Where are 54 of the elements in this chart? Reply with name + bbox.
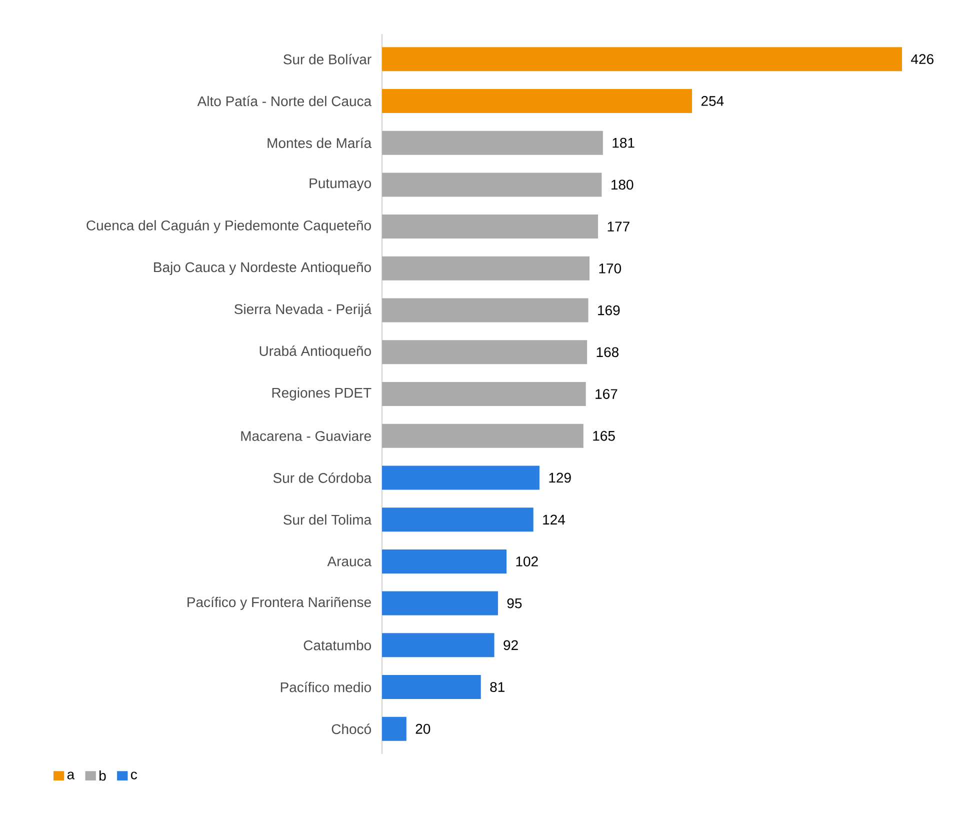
bar	[382, 591, 498, 616]
data-label: 167	[596, 389, 618, 399]
data-label: 81	[490, 682, 504, 692]
bar	[382, 382, 586, 406]
y-tick-label: Regiones PDET	[272, 387, 372, 401]
y-tick-label: Putumayo	[310, 178, 372, 191]
data-label: 181	[612, 138, 634, 148]
bar	[382, 675, 481, 700]
y-tick-label: Urabá Antioqueño	[260, 346, 371, 359]
bar	[382, 549, 507, 574]
y-tick-label: Alto Patía - Norte del Cauca	[197, 96, 372, 106]
y-tick-label: Sur de Bolívar	[284, 54, 372, 64]
bar	[382, 172, 602, 197]
data-label: 92	[504, 640, 518, 650]
y-tick-label: Sur del Tolima	[284, 514, 372, 525]
bar	[382, 130, 603, 155]
y-tick-label: Montes de María	[268, 138, 372, 148]
y-tick-label: Catatumbo	[304, 640, 371, 650]
bar	[382, 214, 598, 239]
bar	[382, 716, 406, 741]
y-tick-label: Pacífico y Frontera Nariñense	[188, 596, 371, 610]
y-tick-label: Sur de Córdoba	[273, 472, 372, 483]
bar	[382, 424, 584, 448]
bar	[382, 47, 902, 72]
data-label: 170	[599, 263, 622, 274]
bar	[382, 508, 534, 532]
data-label: 180	[612, 180, 634, 190]
data-label: 20	[416, 724, 430, 734]
data-label: 102	[516, 556, 538, 566]
bar	[382, 340, 588, 364]
data-label: 129	[549, 472, 571, 483]
legend-label: a	[67, 772, 75, 780]
bar	[382, 633, 494, 658]
y-tick-label: Macarena - Guaviare	[241, 430, 371, 442]
legend-label: c	[130, 772, 138, 780]
bar	[382, 298, 588, 322]
bar	[382, 466, 540, 490]
bar	[382, 256, 590, 280]
y-tick-label: Sierra Nevada - Perijá	[234, 304, 372, 317]
data-label: 177	[608, 222, 630, 232]
y-tick-label: Bajo Cauca y Nordeste Antioqueño	[154, 262, 371, 275]
y-tick-label: Chocó	[332, 724, 371, 734]
data-label: 169	[598, 305, 620, 316]
legend-label: b	[99, 770, 106, 781]
y-tick-label: Arauca	[327, 556, 372, 566]
data-label: 426	[911, 54, 934, 64]
data-label: 95	[507, 598, 522, 608]
data-label: 124	[543, 514, 566, 524]
bar	[382, 88, 692, 113]
y-tick-label: Cuenca del Caguán y Piedemonte Caqueteño	[86, 220, 371, 234]
y-tick-label: Pacífico medio	[280, 682, 371, 692]
data-label: 254	[701, 96, 724, 106]
data-label: 168	[596, 347, 619, 358]
data-label: 165	[593, 430, 615, 441]
